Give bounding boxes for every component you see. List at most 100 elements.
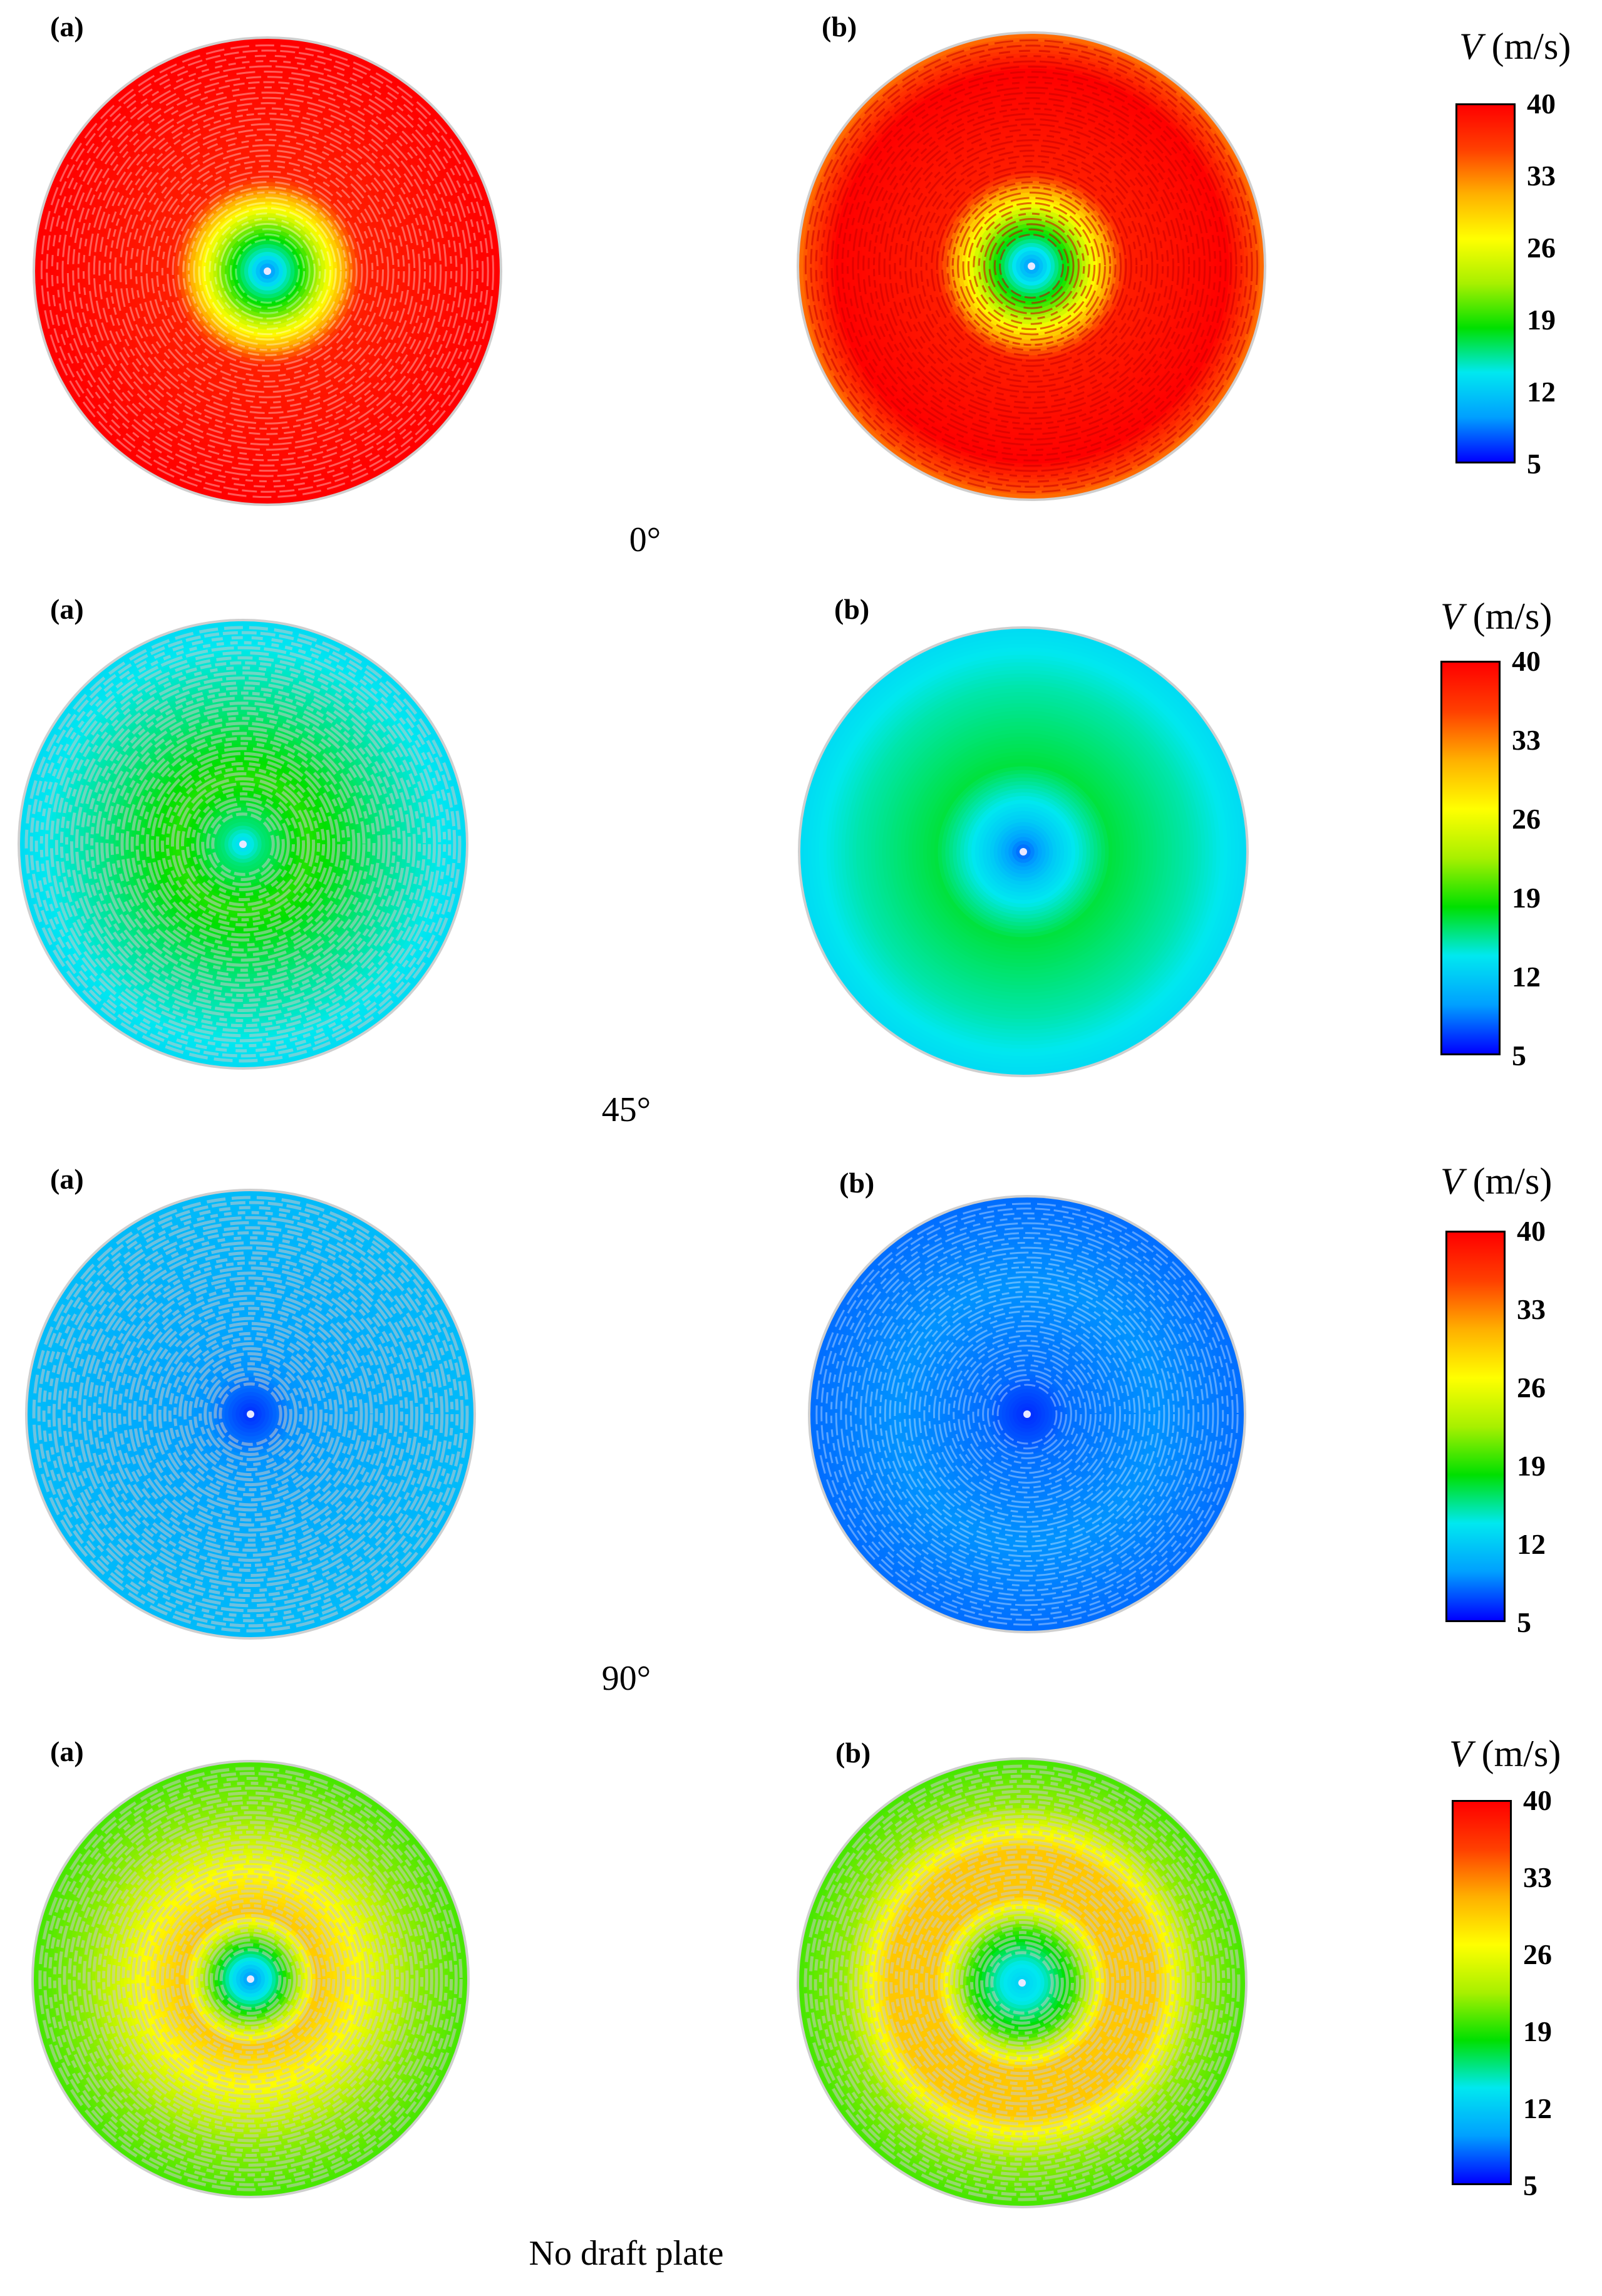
- streamline: [88, 91, 447, 451]
- streamline: [75, 676, 411, 1012]
- velocity-contour-row2-a: [18, 619, 468, 1070]
- colorbar-tick-label: 12: [1523, 2092, 1552, 2124]
- streamline: [80, 681, 406, 1007]
- streamline: [845, 1232, 1209, 1596]
- streamline: [51, 54, 484, 488]
- streamline: [967, 1354, 1087, 1474]
- streamline: [834, 1794, 1211, 2171]
- streamline: [118, 1281, 383, 1547]
- streamline: [925, 160, 1138, 373]
- vortex-core-dot: [247, 1975, 254, 1983]
- streamline: [62, 1226, 439, 1603]
- streamline: [101, 1830, 400, 2128]
- streamline: [965, 1926, 1079, 2040]
- streamline: [175, 777, 311, 912]
- streamline: [913, 1300, 1141, 1528]
- velocity-contour-row1-b: [797, 31, 1266, 501]
- streamline: [996, 1383, 1058, 1445]
- streamline: [77, 81, 458, 462]
- colorbar-tick-label: 12: [1527, 376, 1556, 408]
- streamline: [95, 696, 391, 992]
- streamline: [970, 1931, 1074, 2035]
- velocity-contour-row3-b: [808, 1195, 1246, 1633]
- streamline: [140, 144, 395, 398]
- row-label-0deg: 0°: [629, 520, 661, 559]
- streamline: [980, 1941, 1064, 2025]
- streamline: [899, 133, 1164, 399]
- streamline: [219, 223, 316, 319]
- streamline: [49, 651, 437, 1038]
- streamline: [198, 202, 337, 341]
- streamline: [44, 646, 442, 1043]
- streamline: [168, 1332, 333, 1497]
- panel-label-row4-a: (a): [50, 1735, 84, 1767]
- streamline: [993, 228, 1070, 304]
- streamline: [929, 1890, 1115, 2076]
- streamline: [235, 239, 300, 304]
- streamline: [894, 1855, 1150, 2111]
- row-label-45deg: 45°: [601, 1090, 651, 1129]
- streamline: [841, 76, 1222, 457]
- streamline: [879, 1266, 1176, 1563]
- streamline: [98, 1261, 403, 1567]
- streamline: [66, 70, 468, 472]
- streamline: [120, 721, 366, 967]
- streamline: [143, 1306, 358, 1522]
- streamline: [949, 1910, 1095, 2056]
- streamline: [889, 1850, 1155, 2116]
- streamline: [914, 1875, 1130, 2091]
- vortex-core-dot: [1020, 848, 1027, 856]
- streamline: [209, 1372, 292, 1456]
- streamline: [864, 1251, 1190, 1577]
- streamline: [867, 102, 1196, 430]
- vortex-core-dot: [264, 267, 271, 275]
- streamline: [29, 631, 457, 1058]
- streamline: [884, 1845, 1160, 2121]
- streamline: [959, 1920, 1085, 2045]
- streamline: [110, 711, 376, 977]
- colorbar-tick-label: 12: [1517, 1528, 1546, 1560]
- streamline: [894, 1281, 1160, 1548]
- streamline: [183, 1347, 318, 1482]
- colorbar-title-row3: V (m/s): [1440, 1160, 1552, 1203]
- streamline: [160, 762, 326, 927]
- streamline: [77, 1241, 424, 1588]
- streamline: [883, 118, 1180, 415]
- streamline: [151, 1880, 350, 2079]
- streamline: [951, 186, 1112, 346]
- streamline: [85, 686, 401, 1002]
- streamline: [889, 1276, 1165, 1553]
- streamline: [815, 49, 1248, 483]
- streamline: [830, 1217, 1224, 1611]
- streamline: [163, 1326, 338, 1502]
- streamline: [936, 170, 1127, 362]
- streamline: [151, 155, 384, 388]
- streamline: [219, 1948, 282, 2010]
- streamline: [190, 1918, 311, 2040]
- colorbar-tick-label: 5: [1527, 448, 1541, 480]
- streamline: [173, 1337, 328, 1492]
- streamline: [825, 1212, 1229, 1616]
- colorbar-title-row2: V (m/s): [1440, 595, 1552, 638]
- streamline: [148, 1311, 353, 1517]
- streamline: [978, 212, 1085, 320]
- panel-label-row1-a: (a): [50, 11, 84, 43]
- streamline: [135, 737, 351, 952]
- streamline: [990, 1951, 1054, 2015]
- streamline: [884, 1271, 1170, 1558]
- streamline: [839, 1799, 1206, 2166]
- streamline: [204, 1367, 297, 1461]
- streamline: [188, 1352, 313, 1477]
- streamline: [115, 716, 371, 972]
- colorbar-tick-label: 5: [1512, 1040, 1526, 1072]
- streamline: [904, 1865, 1140, 2101]
- streamline: [156, 160, 379, 383]
- colorbar-symbol: V: [1440, 1161, 1464, 1202]
- colorbar-tick-label: 26: [1527, 232, 1556, 264]
- streamline: [975, 1936, 1069, 2030]
- colorbar-tick-label: 26: [1512, 803, 1541, 835]
- streamline: [211, 812, 275, 876]
- streamline: [113, 1276, 388, 1552]
- streamline: [878, 113, 1185, 420]
- colorbar-unit: (m/s): [1472, 1161, 1553, 1202]
